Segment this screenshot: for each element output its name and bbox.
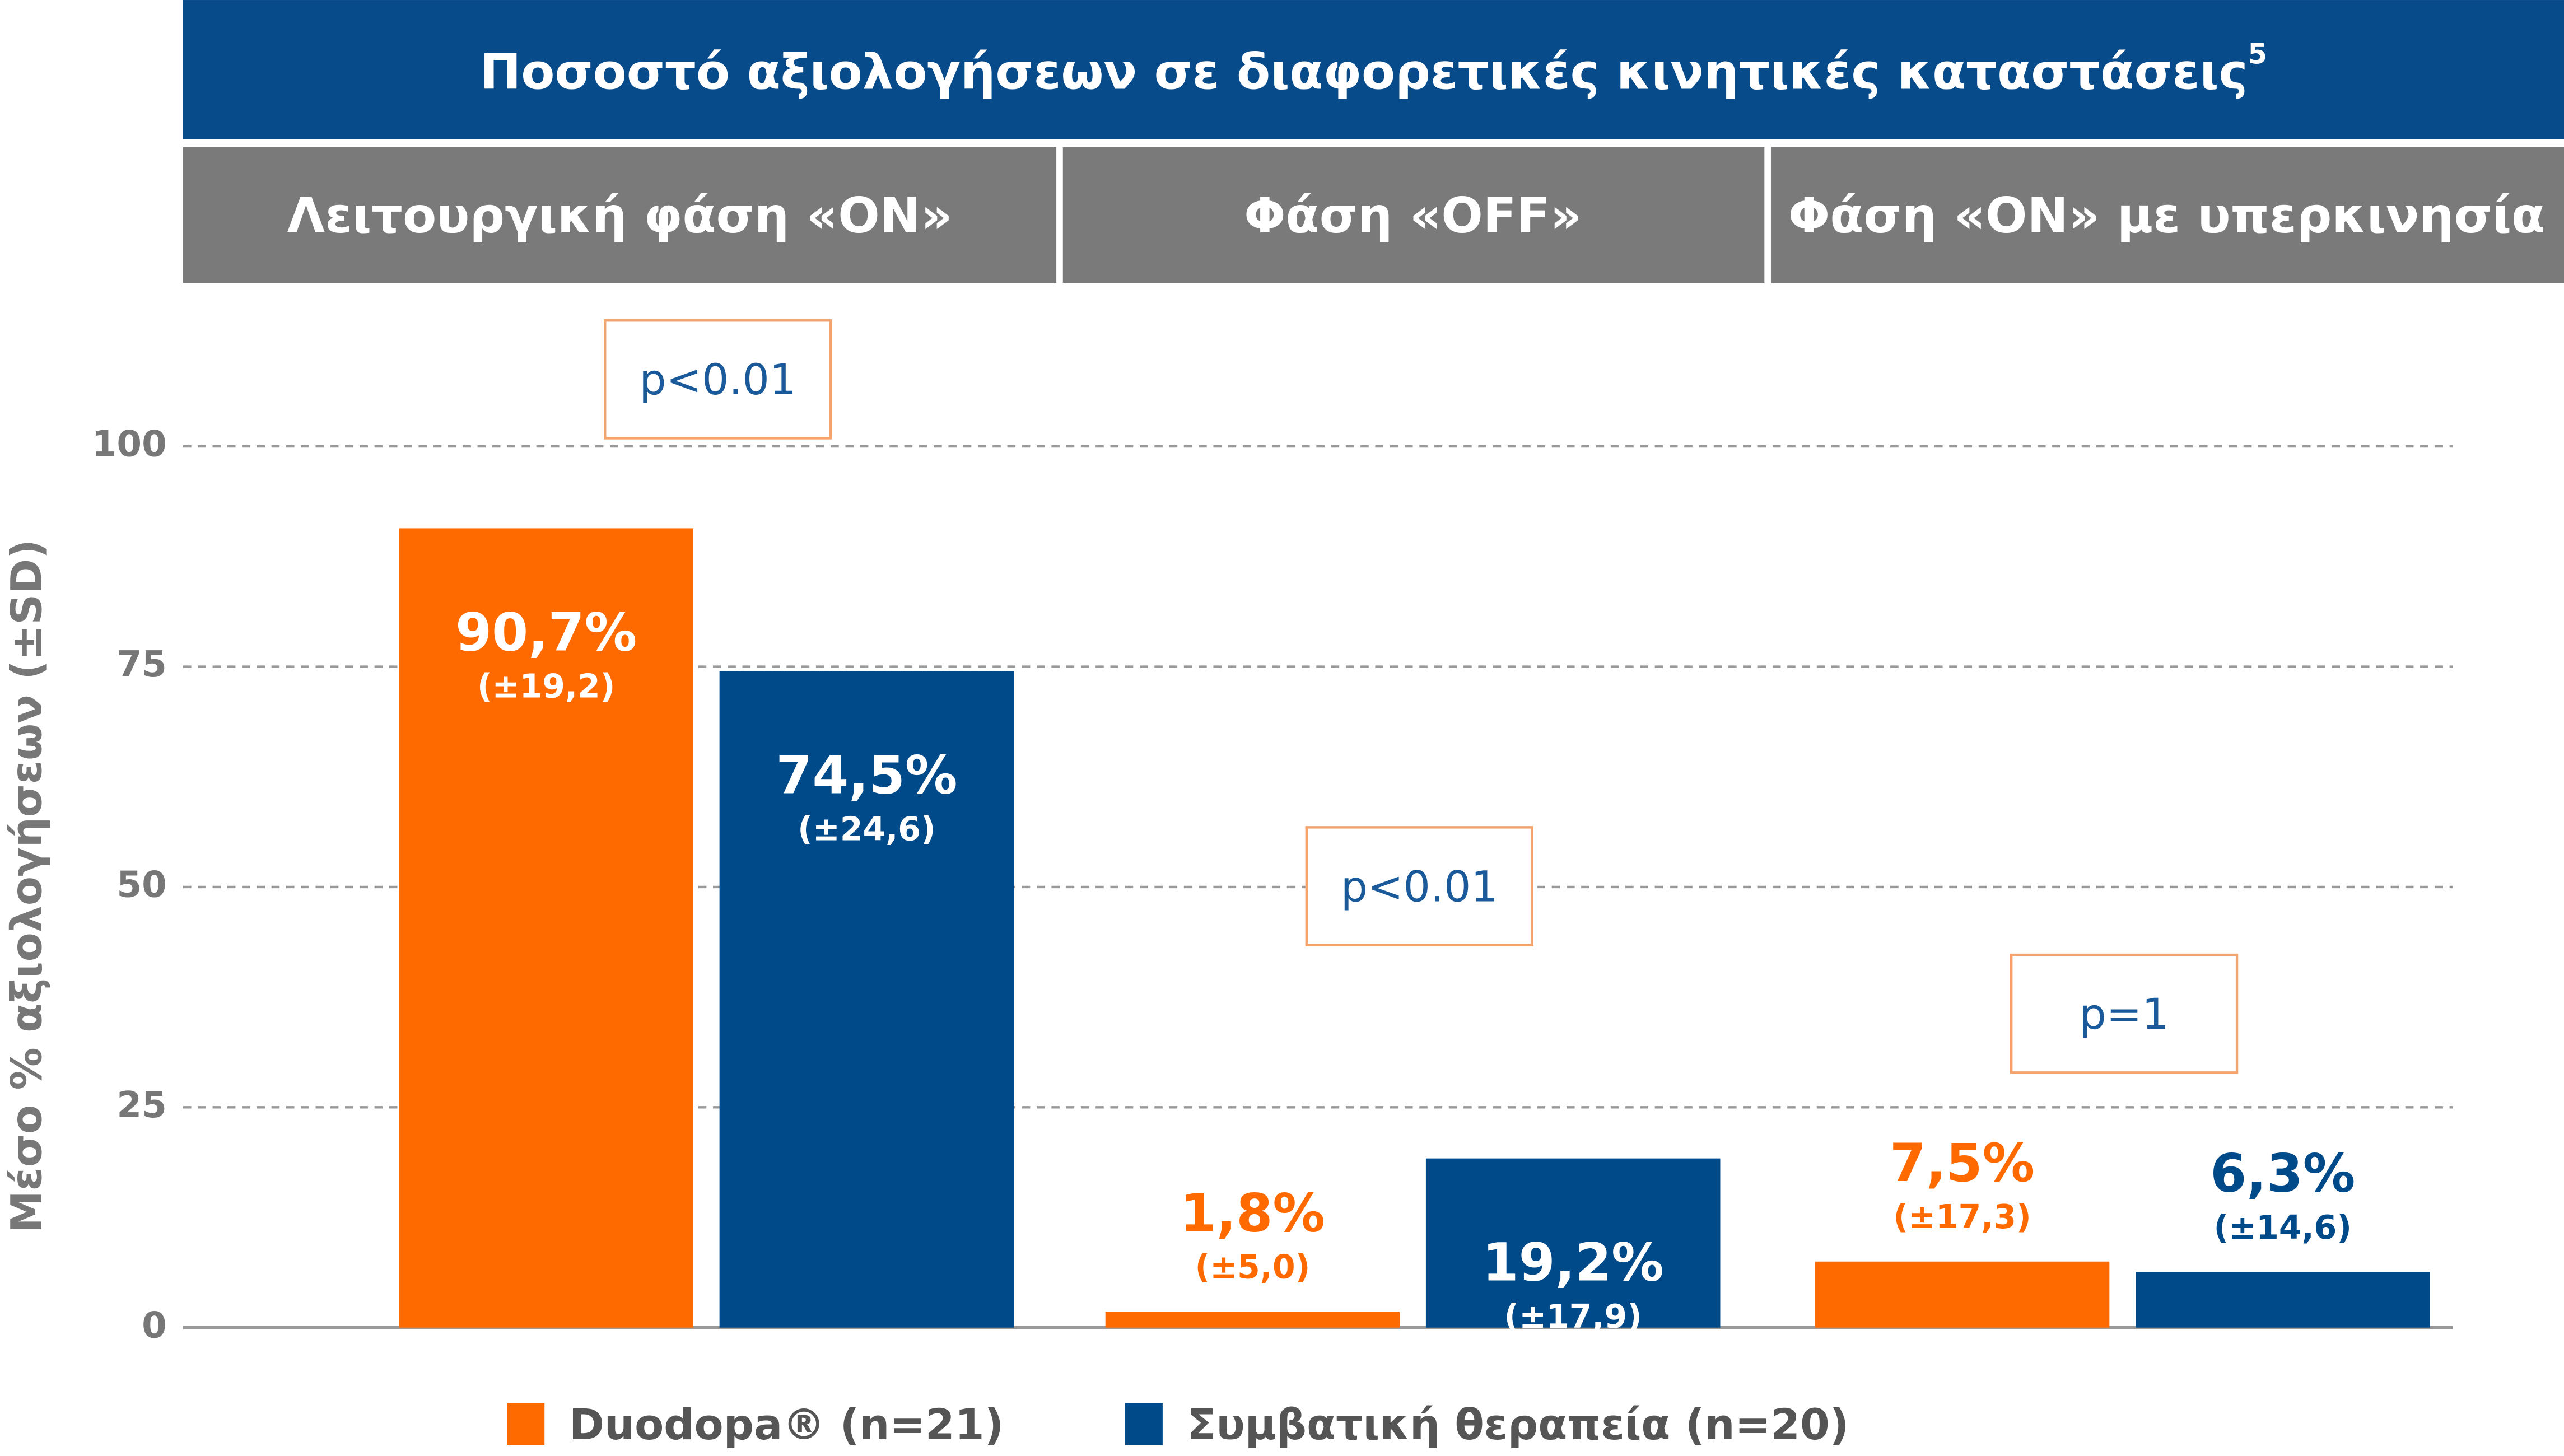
value-label: 90,7% bbox=[455, 603, 637, 664]
error-label: (±17,3) bbox=[1893, 1198, 2031, 1236]
annotation-box bbox=[604, 319, 832, 440]
error-label: (±24,6) bbox=[798, 810, 935, 848]
value-label: 6,3% bbox=[2210, 1144, 2355, 1205]
y-tick-label: 0 bbox=[142, 1304, 167, 1346]
annotation: p<0.01 bbox=[1341, 862, 1498, 911]
y-axis-label: Μέσο % αξιολογήσεων (±SD) bbox=[2, 539, 52, 1233]
y-tick-label: 100 bbox=[92, 423, 167, 465]
bar bbox=[1105, 1312, 1400, 1328]
header-cell bbox=[183, 147, 1057, 283]
header-cell bbox=[1062, 147, 1765, 283]
bar bbox=[719, 671, 1014, 1328]
bar bbox=[399, 528, 693, 1328]
annotation: p<0.01 bbox=[639, 355, 796, 404]
y-tick-label: 50 bbox=[116, 864, 166, 906]
bar bbox=[1815, 1261, 2110, 1328]
category-label: Λειτουργική φάση «ΟΝ» bbox=[287, 187, 953, 244]
error-label: (±19,2) bbox=[477, 668, 615, 706]
category-label: Φάση «ΟΝ» με υπερκινησία bbox=[1788, 187, 2545, 244]
title-superscript: 5 bbox=[2248, 38, 2267, 70]
bar bbox=[2136, 1272, 2430, 1328]
y-tick-label: 25 bbox=[116, 1084, 166, 1126]
legend-swatch bbox=[1125, 1403, 1163, 1445]
value-label: 19,2% bbox=[1483, 1233, 1664, 1294]
error-label: (±5,0) bbox=[1195, 1248, 1311, 1286]
legend-label: Συμβατική θεραπεία (n=20) bbox=[1187, 1400, 1849, 1449]
chart-title: Ποσοστό αξιολογήσεων σε διαφορετικές κιν… bbox=[480, 38, 2267, 100]
legend-swatch bbox=[507, 1403, 545, 1445]
bar bbox=[1425, 1158, 1721, 1328]
header-cell bbox=[1770, 147, 2564, 283]
y-tick-label: 75 bbox=[116, 643, 166, 685]
category-label: Φάση «OFF» bbox=[1244, 187, 1582, 244]
error-label: (±14,6) bbox=[2214, 1208, 2352, 1247]
error-label: (±17,9) bbox=[1504, 1298, 1642, 1336]
legend-label: Duodopa® (n=21) bbox=[569, 1400, 1004, 1449]
annotation: p=1 bbox=[2080, 990, 2169, 1039]
title-bar bbox=[183, 0, 2564, 139]
annotation-box bbox=[2010, 953, 2239, 1074]
value-label: 7,5% bbox=[1890, 1133, 2035, 1194]
annotation-box bbox=[1305, 826, 1533, 946]
value-label: 1,8% bbox=[1180, 1183, 1325, 1244]
title-text: Ποσοστό αξιολογήσεων σε διαφορετικές κιν… bbox=[480, 43, 2248, 100]
value-label: 74,5% bbox=[776, 745, 957, 806]
